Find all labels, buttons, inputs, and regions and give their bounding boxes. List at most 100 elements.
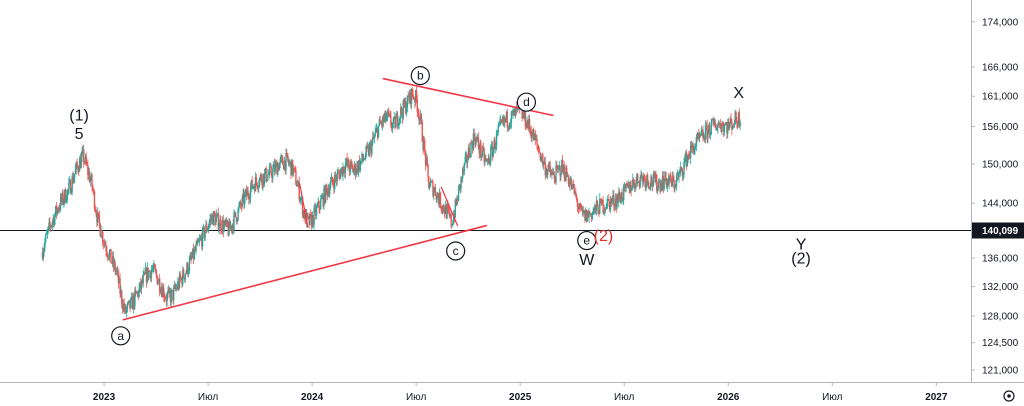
trendline[interactable] <box>122 224 488 321</box>
candle <box>533 133 536 141</box>
candle <box>560 174 562 177</box>
candle <box>471 143 474 150</box>
candle <box>412 94 414 99</box>
candle <box>364 157 366 160</box>
candle <box>727 121 729 134</box>
y-tick-label: 144,000 <box>982 199 1019 210</box>
candle <box>339 171 342 179</box>
candle <box>400 107 403 114</box>
y-tick-label: 132,000 <box>982 282 1019 293</box>
candle <box>689 145 692 159</box>
candle <box>470 142 472 158</box>
candle <box>457 187 460 201</box>
candle <box>130 298 132 309</box>
candle <box>69 180 72 194</box>
candle <box>66 190 68 201</box>
candle <box>458 184 461 188</box>
candle <box>672 176 674 180</box>
candle <box>469 155 471 158</box>
candle <box>348 168 351 172</box>
candle <box>512 111 514 114</box>
candle <box>61 192 63 202</box>
candle <box>146 267 149 283</box>
candle <box>95 210 97 215</box>
candle <box>552 172 554 174</box>
candle <box>137 291 139 297</box>
candle <box>667 178 670 185</box>
candle <box>314 207 316 209</box>
candle <box>705 125 707 127</box>
candles <box>41 86 741 318</box>
candle <box>103 242 106 244</box>
candle <box>365 146 367 158</box>
candle <box>486 159 489 161</box>
candle <box>735 111 737 122</box>
x-tick-label: Июл <box>614 392 634 403</box>
candle <box>708 125 711 135</box>
candle <box>96 214 98 223</box>
candle <box>341 167 343 177</box>
price-axis[interactable]: 174,000 166,000 161,000 156,000 150,000 144,0… <box>971 0 1024 382</box>
candle <box>422 141 424 150</box>
candle <box>86 163 88 165</box>
candle <box>286 153 289 160</box>
time-axis[interactable]: 2023 Июл 2024 Июл 2025 Июл 2026 Июл 2027 <box>0 382 1024 403</box>
candle <box>78 159 81 172</box>
candle <box>355 171 357 176</box>
candle <box>120 290 122 294</box>
candle <box>136 291 139 294</box>
candle <box>317 201 319 206</box>
candle <box>701 129 703 132</box>
candle <box>631 187 633 191</box>
candle <box>637 173 639 183</box>
candle <box>579 204 581 209</box>
candle <box>403 100 405 107</box>
candle <box>495 132 498 146</box>
candle <box>43 247 45 253</box>
candle <box>575 192 577 196</box>
candle <box>475 137 477 145</box>
y-tick-label: 124,500 <box>982 338 1019 349</box>
candle <box>736 121 738 124</box>
candle <box>609 198 612 210</box>
candle <box>97 212 100 215</box>
candle <box>329 180 332 188</box>
candle <box>328 189 330 195</box>
candle <box>423 140 425 150</box>
candle <box>85 156 87 164</box>
candle <box>163 287 165 298</box>
candle <box>113 261 115 267</box>
candle <box>716 128 718 131</box>
y-tick-label: 136,000 <box>982 254 1019 265</box>
candle <box>453 215 456 218</box>
candle <box>265 168 267 182</box>
candle <box>675 176 678 187</box>
candle <box>651 176 653 184</box>
candle <box>353 170 355 173</box>
candle <box>706 125 708 139</box>
candle <box>162 287 164 297</box>
candle <box>182 269 184 285</box>
candle <box>537 148 540 152</box>
candle <box>605 208 608 209</box>
candle <box>703 137 706 141</box>
candle <box>510 111 513 123</box>
candle <box>319 208 321 210</box>
candle <box>616 196 618 208</box>
x-tick-label: 2023 <box>93 392 116 403</box>
candle <box>117 271 120 284</box>
candle <box>256 182 258 188</box>
candle <box>225 219 228 225</box>
candle <box>307 216 310 218</box>
candle <box>108 252 111 259</box>
candle <box>509 122 512 126</box>
candle <box>572 184 575 185</box>
candle <box>451 225 453 227</box>
candle <box>642 176 645 183</box>
candle <box>538 151 541 153</box>
settings-icon[interactable] <box>1003 390 1015 402</box>
candle <box>297 181 300 185</box>
candle <box>229 221 231 229</box>
candle <box>123 303 125 311</box>
